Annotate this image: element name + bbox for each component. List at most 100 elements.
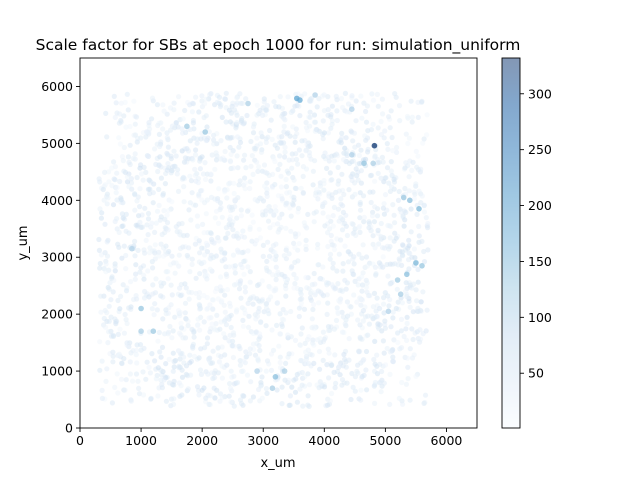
scatter-point [409, 254, 415, 260]
scatter-point [190, 157, 196, 163]
scatter-point [102, 169, 108, 175]
scatter-point [245, 300, 251, 306]
scatter-point [343, 159, 349, 165]
scatter-point [210, 254, 216, 261]
scatter-point [118, 293, 124, 299]
scatter-point [395, 339, 401, 346]
scatter-point [340, 363, 346, 369]
scatter-point [112, 384, 118, 390]
scatter-point [208, 178, 214, 184]
scatter-point [165, 269, 171, 275]
scatter-point [156, 253, 162, 259]
scatter-point [265, 239, 271, 245]
scatter-point [394, 144, 400, 151]
scatter-point [128, 350, 134, 356]
scatter-point [237, 346, 243, 352]
scatter-point [399, 252, 405, 258]
scatter-point [376, 241, 382, 247]
scatter-point [168, 282, 174, 288]
scatter-point [144, 129, 150, 135]
scatter-point [304, 225, 310, 231]
colorbar-tick-label: 250 [528, 142, 552, 157]
scatter-point [152, 242, 158, 248]
scatter-point [351, 261, 357, 267]
scatter-point [422, 392, 429, 398]
scatter-point [246, 313, 252, 319]
scatter-point [187, 126, 193, 133]
scatter-point [201, 230, 207, 236]
scatter-point [265, 218, 272, 224]
scatter-point [317, 336, 323, 342]
scatter-point [121, 168, 127, 174]
scatter-point [369, 313, 375, 319]
scatter-point [394, 277, 401, 283]
scatter-point [290, 124, 296, 130]
scatter-point [231, 403, 237, 409]
scatter-point [421, 209, 427, 215]
colorbar: 50 100 150 200 250 300 [501, 57, 552, 429]
scatter-point [148, 224, 154, 230]
scatter-point [212, 395, 218, 401]
scatter-point [164, 212, 170, 218]
scatter-point [192, 172, 198, 178]
scatter-point [108, 297, 114, 303]
scatter-point [352, 144, 358, 150]
scatter-point [367, 292, 373, 299]
scatter-point [122, 99, 128, 105]
scatter-point [122, 387, 128, 393]
y-tick-label: 5000 [41, 136, 73, 151]
scatter-point [222, 189, 228, 195]
scatter-point [228, 312, 234, 318]
scatter-point [350, 384, 356, 390]
scatter-point [190, 345, 196, 351]
scatter-point [184, 252, 190, 259]
scatter-point [255, 357, 261, 363]
scatter-point [401, 223, 407, 229]
scatter-point [286, 377, 292, 383]
scatter-point [337, 287, 343, 294]
scatter-point [179, 148, 185, 154]
scatter-point [261, 309, 267, 315]
scatter-point [102, 307, 108, 314]
scatter-point [140, 392, 147, 398]
scatter-point [272, 204, 278, 210]
scatter-point [340, 314, 346, 320]
scatter-point [177, 245, 184, 252]
scatter-point [118, 376, 125, 382]
scatter-point [303, 119, 309, 126]
scatter-point [216, 238, 222, 244]
scatter-point [102, 324, 109, 330]
scatter-point [317, 366, 323, 372]
scatter-point [226, 393, 232, 399]
scatter-point [218, 138, 224, 144]
scatter-point [104, 366, 110, 372]
scatter-point [188, 372, 194, 378]
scatter-point [424, 307, 430, 313]
scatter-point [409, 355, 416, 361]
scatter-point [254, 135, 260, 141]
scatter-point [226, 338, 232, 344]
scatter-point [197, 250, 203, 256]
scatter-point [256, 343, 262, 349]
scatter-point [189, 190, 195, 196]
y-axis-label: y_um [16, 225, 31, 260]
scatter-point [357, 336, 363, 342]
scatter-point [165, 144, 171, 150]
scatter-point [137, 165, 143, 171]
scatter-point [339, 227, 346, 233]
scatter-point [152, 290, 159, 296]
scatter-point [223, 271, 229, 277]
scatter-point [133, 262, 139, 268]
scatter-point [387, 235, 393, 241]
scatter-point [234, 95, 240, 101]
scatter-point [356, 152, 362, 159]
scatter-point [380, 245, 386, 251]
scatter-point [236, 144, 242, 150]
scatter-point [207, 266, 213, 272]
scatter-point [98, 215, 104, 221]
scatter-point [310, 340, 316, 346]
scatter-point [299, 138, 305, 144]
scatter-point [363, 108, 369, 115]
scatter-point [213, 321, 219, 327]
scatter-point [247, 224, 253, 230]
